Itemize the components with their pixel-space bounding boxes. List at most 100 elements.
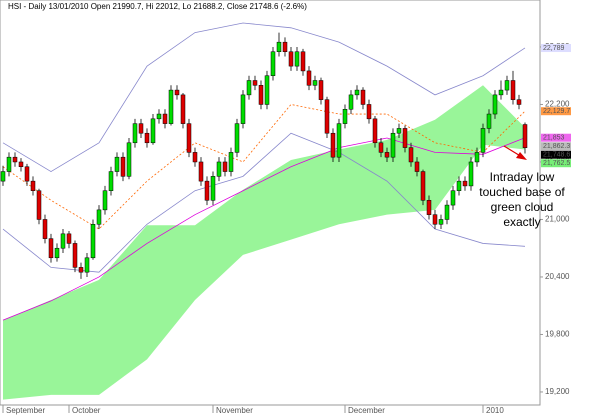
- y-tick-label: 21,000: [545, 215, 570, 224]
- candle-body: [522, 124, 528, 148]
- candle-body: [114, 156, 120, 172]
- candle-body: [276, 41, 282, 53]
- candle-body: [342, 109, 348, 124]
- candle-body: [438, 219, 444, 225]
- candle-body: [474, 152, 480, 163]
- annotation-line: touched base of: [479, 185, 565, 199]
- candle-body: [444, 204, 450, 220]
- candle-body: [108, 171, 114, 191]
- candle-body: [384, 152, 390, 158]
- candle-body: [222, 161, 228, 172]
- x-tick-label: December: [348, 406, 385, 415]
- candle-body: [138, 123, 144, 134]
- candle-body: [30, 180, 36, 191]
- candle-body: [96, 209, 102, 225]
- candle-body: [18, 161, 24, 168]
- candle-body: [318, 80, 324, 100]
- annotation-line: exactly: [503, 215, 540, 229]
- candle-body: [270, 51, 276, 76]
- candle-body: [258, 85, 264, 105]
- y-tick-label: 20,400: [545, 272, 570, 281]
- candle-body: [42, 219, 48, 239]
- indicator-line: [2, 137, 526, 321]
- price-label: 21,862.3: [543, 143, 570, 150]
- candle-body: [90, 224, 96, 259]
- candle-body: [102, 190, 108, 211]
- candle-body: [204, 180, 210, 201]
- candle-body: [234, 123, 240, 153]
- candle-body: [336, 123, 342, 158]
- candle-body: [450, 190, 456, 206]
- candle-body: [66, 233, 72, 244]
- price-label-box: [541, 44, 571, 53]
- candle-body: [174, 89, 180, 96]
- candle-body: [354, 89, 360, 96]
- price-label: 21,853: [543, 135, 565, 142]
- candle-body: [390, 132, 396, 158]
- candle-body: [498, 89, 504, 96]
- candle-body: [162, 113, 168, 124]
- candle-body: [36, 190, 42, 220]
- candle-body: [516, 99, 522, 105]
- x-tick-label: September: [6, 406, 45, 415]
- candle-body: [504, 80, 510, 91]
- price-label: 22,789: [543, 45, 565, 52]
- candle-body: [156, 113, 162, 120]
- candle-body: [72, 243, 78, 268]
- candle-body: [402, 128, 408, 148]
- candle-body: [378, 142, 384, 153]
- indicator-line: [2, 22, 526, 173]
- candle-body: [480, 128, 486, 153]
- arrow-head: [516, 152, 527, 160]
- candle-body: [420, 171, 426, 201]
- candle-body: [486, 113, 492, 129]
- candle-body: [120, 156, 126, 177]
- candle-body: [468, 161, 474, 187]
- candle-body: [228, 152, 234, 172]
- candle-body: [312, 80, 318, 86]
- candle-body: [282, 41, 288, 53]
- candle-body: [210, 176, 216, 201]
- candle-body: [330, 132, 336, 158]
- candle-body: [126, 142, 132, 177]
- price-label-box: [541, 159, 571, 168]
- price-label-box: [541, 107, 571, 116]
- candle-body: [180, 94, 186, 124]
- annotation: Intraday low touched base of green cloud…: [479, 145, 565, 229]
- cloud: [3, 85, 525, 400]
- candle-body: [372, 118, 378, 144]
- candle-body: [426, 200, 432, 215]
- candle-body: [360, 89, 366, 105]
- candle-body: [216, 161, 222, 177]
- candle-body: [414, 161, 420, 172]
- x-tick-label: October: [72, 406, 101, 415]
- candle-body: [408, 147, 414, 163]
- price-label-box: [541, 150, 571, 159]
- candle-body: [294, 51, 300, 67]
- price-label: 22,129.7: [543, 108, 570, 115]
- price-label: 21,748.6: [543, 152, 570, 159]
- candle-body: [0, 171, 6, 182]
- candle-body: [306, 70, 312, 86]
- candle-body: [288, 51, 294, 67]
- candle-body: [492, 94, 498, 115]
- y-tick-label: 19,200: [545, 387, 570, 396]
- candle-body: [396, 128, 402, 134]
- candle-body: [60, 233, 66, 249]
- candle-body: [366, 104, 372, 120]
- y-tick-label: 22,200: [545, 100, 570, 109]
- price-label-box: [541, 142, 571, 151]
- candle-body: [198, 161, 204, 182]
- x-tick-label: November: [216, 406, 253, 415]
- candle-body: [348, 94, 354, 110]
- candle-body: [54, 247, 60, 259]
- y-tick-label: 19,800: [545, 330, 570, 339]
- candle-body: [456, 180, 462, 191]
- candle-body: [264, 75, 270, 105]
- candle-body: [252, 80, 258, 86]
- candle-body: [24, 166, 30, 182]
- candle-body: [168, 89, 174, 124]
- candle-body: [324, 99, 330, 134]
- candle-body: [510, 80, 516, 100]
